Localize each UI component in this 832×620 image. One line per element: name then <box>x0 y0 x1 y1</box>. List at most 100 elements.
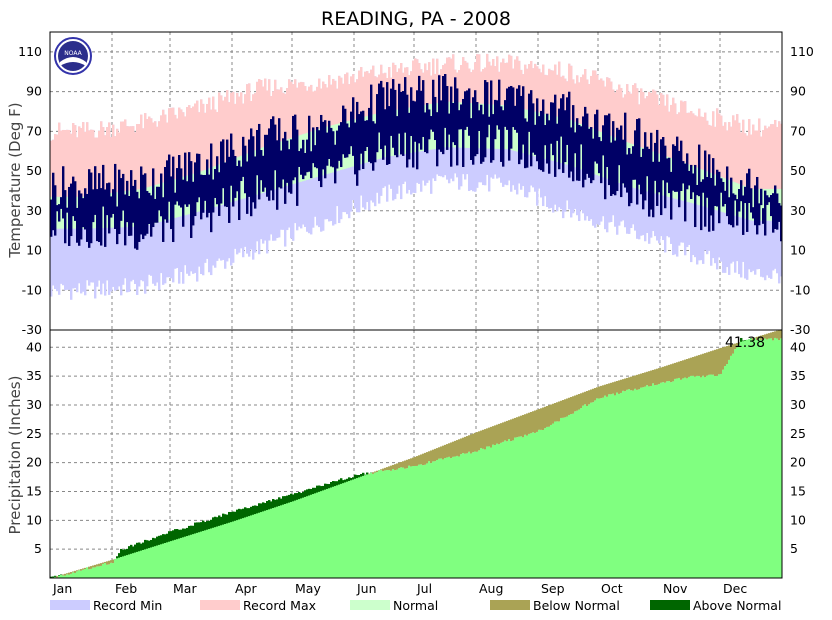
above-normal-bar <box>164 534 167 543</box>
observed-precip-bar <box>422 465 425 578</box>
below-normal-bar <box>688 358 691 377</box>
observed-precip-bar <box>312 487 315 578</box>
observed-bar <box>406 94 409 168</box>
observed-bar <box>636 119 639 205</box>
below-normal-bar <box>400 461 403 468</box>
observed-precip-bar <box>216 517 219 578</box>
record-max-bar <box>60 130 63 197</box>
record-max-bar <box>530 60 533 111</box>
precip-tick-right: 35 <box>790 368 806 383</box>
record-max-bar <box>518 60 521 109</box>
observed-bar <box>304 152 307 176</box>
observed-bar <box>238 160 241 221</box>
observed-precip-bar <box>378 470 381 578</box>
record-max-bar <box>628 91 631 143</box>
temp-tick-right: 70 <box>790 123 806 138</box>
observed-bar <box>222 139 225 189</box>
observed-bar <box>456 88 459 166</box>
record-max-bar <box>384 72 387 112</box>
normal-bar <box>496 104 499 149</box>
below-normal-bar <box>396 463 399 470</box>
below-normal-bar <box>780 329 783 339</box>
record-max-bar <box>64 130 67 197</box>
observed-bar <box>374 123 377 163</box>
observed-bar <box>124 194 127 246</box>
observed-bar <box>474 90 477 157</box>
record-max-bar <box>110 137 113 194</box>
precip-tick-right: 25 <box>790 426 806 441</box>
below-normal-bar <box>732 344 735 354</box>
above-normal-bar <box>262 502 265 512</box>
temp-tick-right: 90 <box>790 84 806 99</box>
above-normal-bar <box>280 498 283 506</box>
observed-precip-bar <box>780 338 783 578</box>
above-normal-bar <box>362 472 365 476</box>
below-normal-bar <box>110 560 113 563</box>
observed-precip-bar <box>604 395 607 578</box>
observed-precip-bar <box>98 566 101 578</box>
observed-precip-bar <box>696 375 699 578</box>
observed-precip-bar <box>106 564 109 578</box>
record-max-bar <box>320 88 323 129</box>
observed-precip-bar <box>258 503 261 578</box>
above-normal-bar <box>272 499 275 509</box>
observed-precip-bar <box>718 374 721 578</box>
observed-precip-bar <box>224 514 227 578</box>
observed-precip-bar <box>540 429 543 578</box>
record-max-bar <box>120 121 123 192</box>
observed-precip-bar <box>324 483 327 578</box>
below-normal-bar <box>624 378 627 392</box>
precip-tick-left: 5 <box>34 541 42 556</box>
record-max-bar <box>256 81 259 150</box>
record-max-bar <box>472 69 475 104</box>
legend-label: Below Normal <box>533 598 620 613</box>
record-max-bar <box>180 109 183 178</box>
observed-precip-bar <box>362 472 365 578</box>
observed-precip-bar <box>402 467 405 578</box>
observed-precip-bar <box>704 377 707 578</box>
observed-precip-bar <box>730 355 733 578</box>
observed-bar <box>256 130 259 176</box>
observed-bar <box>592 138 595 181</box>
observed-bar <box>570 127 573 172</box>
below-normal-bar <box>494 425 497 446</box>
observed-precip-bar <box>522 437 525 578</box>
observed-precip-bar <box>562 417 565 578</box>
temp-tick-right: -30 <box>790 322 810 337</box>
below-normal-bar <box>390 465 393 471</box>
record-max-bar <box>434 73 437 104</box>
record-max-bar <box>564 78 567 119</box>
temperature-axis-label: Temperature (Deg F) <box>6 102 24 258</box>
below-normal-bar <box>570 397 573 415</box>
observed-precip-bar <box>556 421 559 578</box>
observed-precip-bar <box>518 436 521 578</box>
below-normal-bar <box>584 391 587 405</box>
month-tick-label: Apr <box>235 581 257 596</box>
record-max-bar <box>630 93 633 144</box>
record-max-bar <box>128 126 131 191</box>
observed-precip-bar <box>688 376 691 578</box>
observed-bar <box>296 129 299 206</box>
observed-precip-bar <box>720 373 723 578</box>
record-max-bar <box>486 53 489 105</box>
below-normal-bar <box>528 412 531 434</box>
below-normal-bar <box>716 349 719 376</box>
observed-precip-bar <box>140 543 143 578</box>
observed-bar <box>534 124 537 155</box>
above-normal-bar <box>336 481 339 486</box>
observed-bar <box>660 139 663 216</box>
observed-bar <box>752 207 755 219</box>
observed-bar <box>678 150 681 208</box>
observed-bar <box>86 193 89 242</box>
record-max-bar <box>230 92 233 160</box>
observed-precip-bar <box>278 497 281 578</box>
record-max-bar <box>96 137 99 195</box>
observed-bar <box>650 132 653 210</box>
observed-bar <box>378 83 381 133</box>
record-max-bar <box>186 107 189 176</box>
record-max-bar <box>78 126 81 197</box>
legend-label: Above Normal <box>693 598 781 613</box>
observed-precip-bar <box>640 387 643 578</box>
observed-precip-bar <box>310 489 313 578</box>
observed-precip-bar <box>536 431 539 578</box>
